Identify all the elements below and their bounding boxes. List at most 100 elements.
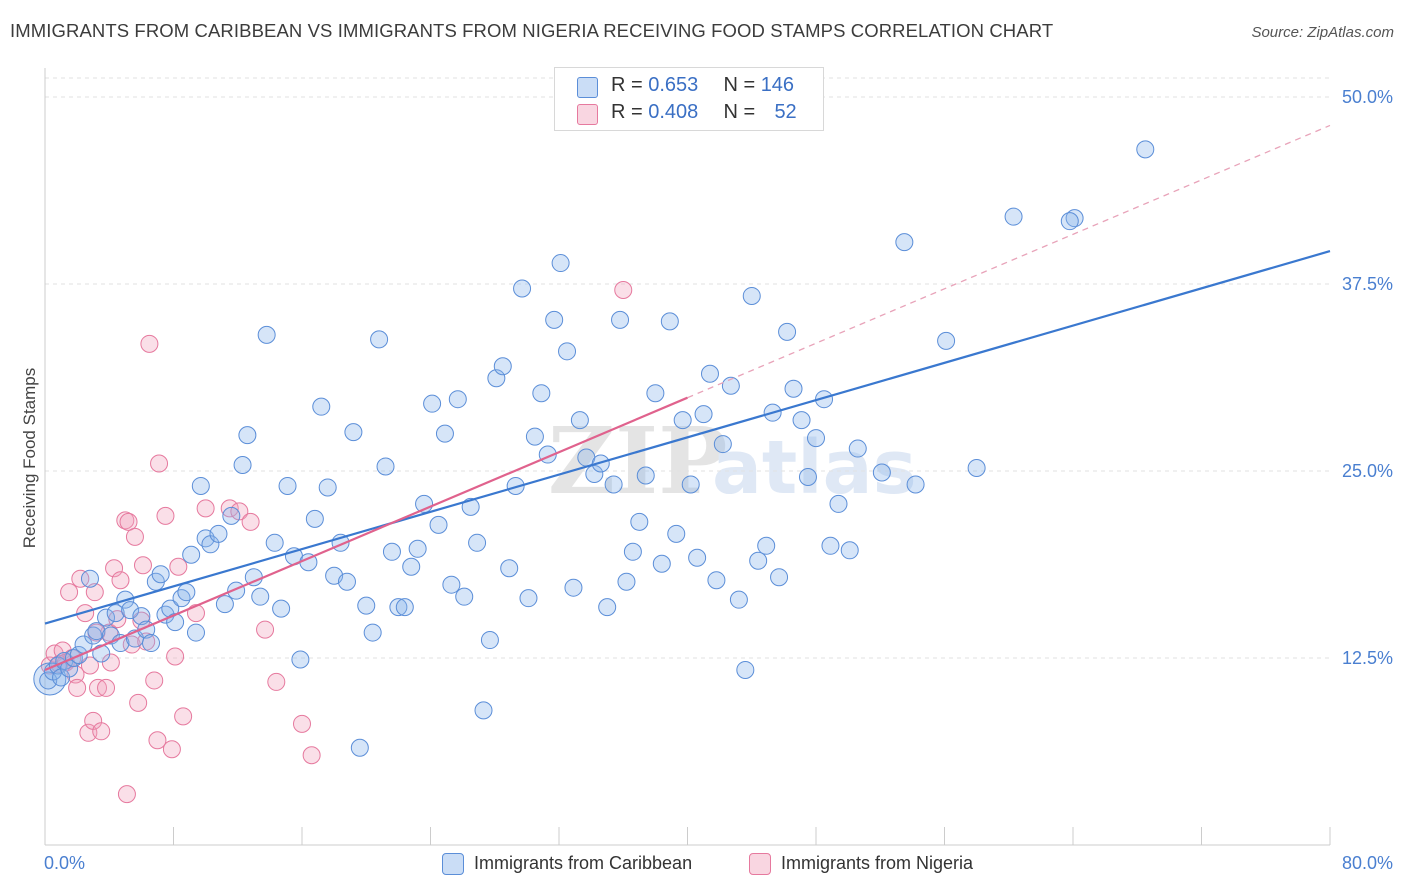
point-nigeria [133, 556, 152, 575]
point-caribbean [829, 494, 848, 513]
point-caribbean [151, 565, 170, 584]
legend-n-value-nigeria: 52 [774, 101, 797, 123]
point-nigeria [148, 731, 167, 750]
point-caribbean [251, 587, 270, 606]
point-caribbean [646, 384, 665, 403]
point-caribbean [172, 589, 191, 608]
point-caribbean [278, 476, 297, 495]
legend-r-value-caribbean: 0.653 [648, 74, 699, 96]
point-caribbean [652, 554, 671, 573]
point-caribbean [513, 279, 532, 298]
point-caribbean [500, 559, 519, 578]
y-tick-label: 37.5% [1342, 274, 1393, 294]
point-caribbean [636, 466, 655, 485]
point-nigeria [166, 647, 185, 666]
point-caribbean [209, 524, 228, 543]
point-nigeria [145, 671, 164, 690]
point-nigeria [614, 280, 633, 299]
point-caribbean [350, 738, 369, 757]
point-caribbean [506, 476, 525, 495]
trend-lines [44, 124, 1331, 671]
point-caribbean [106, 604, 125, 623]
point-caribbean [611, 310, 630, 329]
point-caribbean [357, 596, 376, 615]
legend-n-value-caribbean: 146 [760, 74, 795, 96]
point-caribbean [121, 601, 140, 620]
point-caribbean [408, 539, 427, 558]
point-nigeria [71, 569, 90, 588]
point-caribbean [1004, 207, 1023, 226]
point-caribbean [792, 411, 811, 430]
point-caribbean [1065, 209, 1084, 228]
point-caribbean [742, 286, 761, 305]
point-caribbean [142, 634, 161, 653]
point-caribbean [363, 623, 382, 642]
point-caribbean [778, 322, 797, 341]
point-nigeria [108, 610, 127, 629]
point-caribbean [395, 598, 414, 617]
point-caribbean [895, 233, 914, 252]
point-caribbean [532, 384, 551, 403]
point-caribbean [215, 595, 234, 614]
point-nigeria [97, 678, 116, 697]
point-nigeria [68, 678, 87, 697]
point-caribbean [967, 459, 986, 478]
legend-r-value-nigeria: 0.408 [648, 101, 699, 123]
point-caribbean [604, 475, 623, 494]
point-caribbean [132, 607, 151, 626]
legend-n-label: N = [723, 101, 756, 123]
point-nigeria [196, 499, 215, 518]
point-caribbean [729, 590, 748, 609]
point-caribbean [265, 533, 284, 552]
point-caribbean [382, 542, 401, 561]
point-caribbean [660, 312, 679, 331]
point-caribbean [468, 533, 487, 552]
legend-n-label: N = [723, 74, 756, 96]
point-caribbean [474, 701, 493, 720]
point-nigeria [117, 785, 136, 804]
point-nigeria [101, 653, 120, 672]
point-nigeria [174, 707, 193, 726]
point-caribbean [623, 542, 642, 561]
bottom-legend-swatch-nigeria [749, 853, 771, 875]
point-caribbean [389, 598, 408, 617]
point-caribbean [585, 464, 604, 483]
point-caribbean [694, 405, 713, 424]
point-nigeria [256, 620, 275, 639]
legend-swatch-caribbean [577, 77, 598, 98]
correlation-legend: R = 0.653 N = 146 R = 0.408 N = 52 [554, 67, 824, 131]
point-caribbean [681, 475, 700, 494]
point-caribbean [598, 598, 617, 617]
legend-r-label: R = [611, 74, 643, 96]
watermark-atlas: atlas [712, 425, 917, 511]
point-caribbean [448, 390, 467, 409]
point-caribbean [749, 551, 768, 570]
point-caribbean [558, 342, 577, 361]
point-caribbean [429, 515, 448, 534]
point-caribbean [667, 524, 686, 543]
point-caribbean [97, 608, 116, 627]
point-caribbean [937, 331, 956, 350]
point-nigeria [92, 722, 111, 741]
point-caribbean [570, 411, 589, 430]
point-caribbean [461, 497, 480, 516]
point-caribbean [480, 631, 499, 650]
axes [44, 68, 1331, 846]
gridlines [45, 77, 1330, 659]
point-nigeria [79, 723, 98, 742]
point-caribbean [688, 548, 707, 567]
point-caribbean [840, 541, 859, 560]
point-nigeria [105, 559, 124, 578]
point-caribbean [617, 572, 636, 591]
point-caribbean [906, 475, 925, 494]
point-caribbean [1060, 212, 1079, 231]
point-caribbean [1136, 140, 1155, 159]
point-nigeria [169, 557, 188, 576]
point-nigeria [241, 512, 260, 531]
bottom-legend-label-nigeria: Immigrants from Nigeria [781, 853, 974, 873]
trendline-nigeria-extension [687, 124, 1331, 399]
trendline-nigeria [44, 396, 688, 671]
point-caribbean [493, 357, 512, 376]
point-caribbean [757, 536, 776, 555]
